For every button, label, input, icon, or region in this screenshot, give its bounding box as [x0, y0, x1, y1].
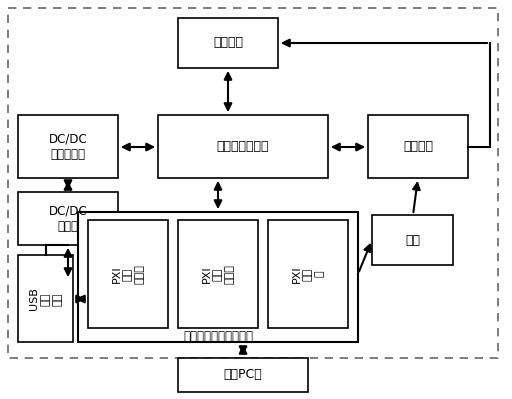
- Text: DC/DC
变换器夹具: DC/DC 变换器夹具: [49, 133, 88, 161]
- Bar: [178, 220, 258, 328]
- Bar: [178, 18, 278, 68]
- Text: USB
测温
模块: USB 测温 模块: [29, 288, 62, 310]
- Text: 程控电源: 程控电源: [213, 36, 243, 49]
- Text: 电子负载: 电子负载: [403, 140, 433, 154]
- Bar: [18, 192, 118, 245]
- Text: PXI
华睿
钻: PXI 华睿 钻: [291, 265, 325, 283]
- Bar: [268, 220, 348, 328]
- Bar: [368, 115, 468, 178]
- Text: 上位PC机: 上位PC机: [224, 369, 262, 381]
- Bar: [88, 220, 168, 328]
- Bar: [8, 8, 498, 358]
- Bar: [78, 212, 358, 342]
- Text: PXI
总线
控制器: PXI 总线 控制器: [112, 264, 144, 284]
- Text: 便携集成采集控制设备: 便携集成采集控制设备: [183, 330, 253, 342]
- Text: PXI
高速
采集卡: PXI 高速 采集卡: [201, 264, 234, 284]
- Bar: [178, 358, 308, 392]
- Text: DC/DC
变换器: DC/DC 变换器: [49, 205, 88, 233]
- Text: 信号控制接线盒: 信号控制接线盒: [217, 140, 269, 154]
- Bar: [372, 215, 453, 265]
- Bar: [158, 115, 328, 178]
- Bar: [18, 255, 73, 342]
- Text: 网关: 网关: [406, 233, 420, 247]
- Bar: [18, 115, 118, 178]
